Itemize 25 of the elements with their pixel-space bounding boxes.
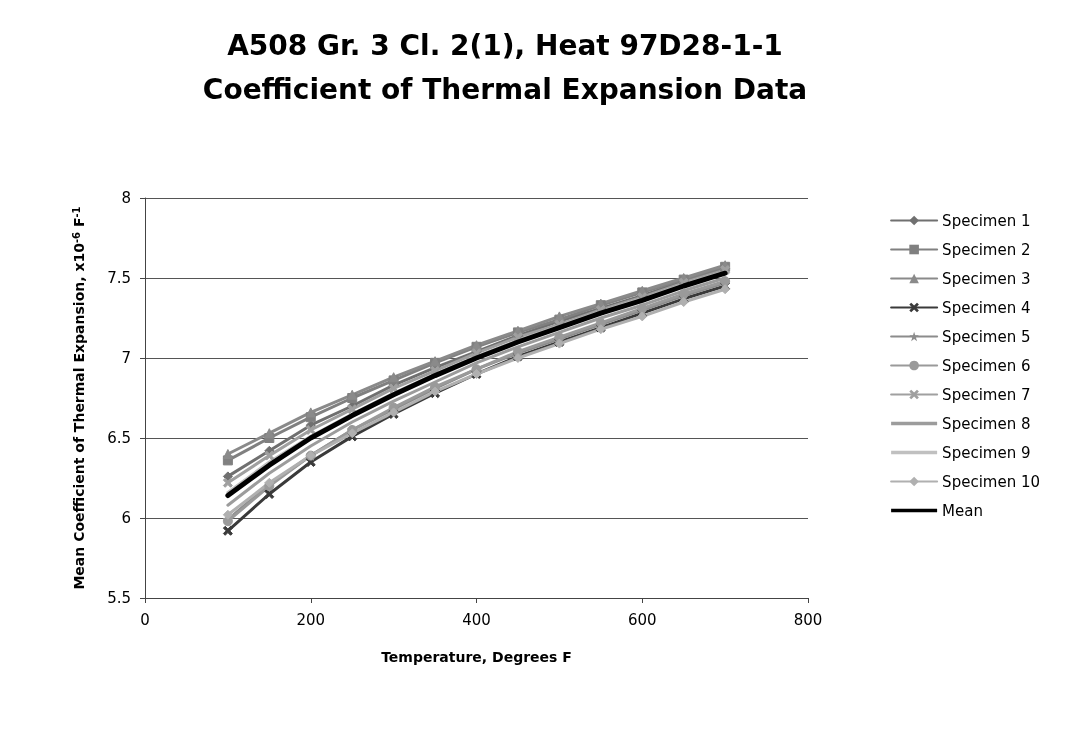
legend-label: Specimen 7 [942,385,1031,404]
y-tick-label: 7.5 [107,269,131,287]
x-tick-label: 400 [462,610,491,629]
y-axis-title: Mean Coefficient of Thermal Expansion, x10-6 F-1 [70,206,87,590]
x-tick-label: 0 [140,610,150,629]
y-tick-label: 6.5 [107,429,131,447]
y-tick-label: 6 [121,509,131,527]
y-tick-label: 5.5 [107,589,131,607]
legend-label: Specimen 9 [942,443,1031,462]
legend-label: Specimen 2 [942,240,1031,259]
x-tick-label: 800 [793,610,823,629]
legend-label: Specimen 5 [942,327,1031,346]
chart-title: A508 Gr. 3 Cl. 2(1), Heat 97D28-1-1 Coefficient of Thermal Expansion Data [202,28,808,106]
y-tick-label: 8 [121,189,131,207]
legend-label: Specimen 10 [942,472,1040,491]
legend-label: Specimen 6 [942,356,1031,375]
legend-label: Specimen 8 [942,414,1031,433]
legend-label: Mean [942,501,983,520]
legend-label: Specimen 4 [942,298,1031,317]
x-tick-label: 600 [627,610,657,629]
x-axis-title: Temperature, Degrees F [381,649,572,665]
legend-label: Specimen 3 [942,269,1031,288]
legend-label: Specimen 1 [942,211,1031,230]
x-tick-label: 200 [296,610,326,629]
y-tick-label: 7 [121,349,131,367]
